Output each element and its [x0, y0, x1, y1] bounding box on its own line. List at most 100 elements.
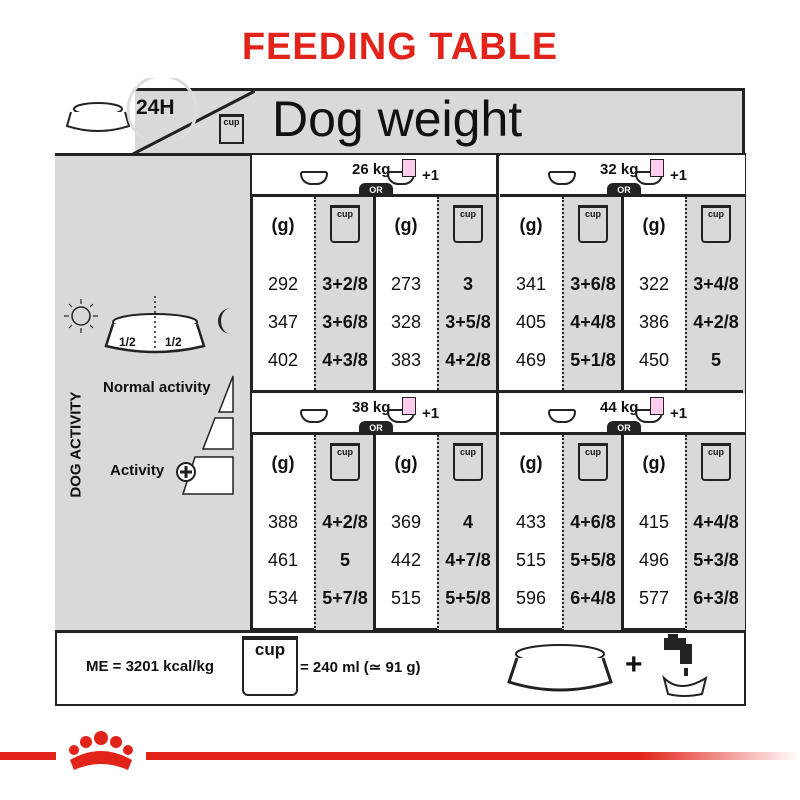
cups-value: 5+5/8 [445, 588, 491, 608]
mixed-food-bowl-icon [635, 409, 663, 423]
column-divider [621, 435, 624, 631]
grams-column: (g) 433 515 596 [500, 435, 562, 631]
cups-value: 3+4/8 [693, 274, 739, 294]
wet-pouch-icon [650, 159, 664, 177]
wet-pouch-icon [402, 397, 416, 415]
cup-icon: cup [330, 205, 360, 243]
mixed-food-bowl-icon [387, 171, 415, 185]
weight-header: 44 kg OR +1 [500, 393, 745, 435]
grams-column: (g) 369 442 515 [375, 435, 437, 631]
column-title: Dog weight [272, 91, 523, 147]
cup-icon: cup [330, 443, 360, 481]
grams-header: (g) [394, 453, 418, 473]
cup-icon: cup [453, 443, 483, 481]
food-bowl-icon [507, 644, 613, 692]
weight-label: 38 kg [352, 399, 391, 416]
cups-value: 4+2/8 [693, 312, 739, 332]
cups-column: cup 3 3+5/8 4+2/8 [437, 197, 497, 393]
mixed-feeding-column: (g) 415 496 577 cup 4+4/8 5+3/8 6+3/8 [623, 435, 745, 631]
cups-column: cup 3+4/8 4+2/8 5 [685, 197, 745, 393]
grams-value: 386 [638, 312, 670, 332]
cup-icon: cup [453, 205, 483, 243]
footer-panel [55, 630, 746, 706]
or-badge: OR [359, 421, 393, 435]
grams-value: 515 [515, 550, 547, 570]
cup-label: cup [254, 640, 286, 659]
weight-block: 32 kg OR +1 (g) 341 405 469 cup 3+6/8 4+4/8 5+1… [500, 155, 745, 393]
grams-value: 405 [515, 312, 547, 332]
dog-activity-label: DOG ACTIVITY [67, 391, 85, 498]
cups-value: 5+3/8 [693, 550, 739, 570]
cup-icon: cup [578, 443, 608, 481]
mixed-feeding-column: (g) 369 442 515 cup 4 4+7/8 5+5/8 [375, 435, 497, 631]
block-divider [496, 153, 499, 393]
left-panel: 1/2 1/2 DOG ACTIVITY Normal activity Act… [55, 153, 253, 631]
grams-header: (g) [519, 215, 543, 235]
cups-column: cup 4 4+7/8 5+5/8 [437, 435, 497, 631]
wet-pouch-icon [402, 159, 416, 177]
grams-column: (g) 292 347 402 [252, 197, 314, 393]
cups-column: cup 3+2/8 3+6/8 4+3/8 [314, 197, 374, 393]
cups-column: cup 4+6/8 5+5/8 6+4/8 [562, 435, 622, 631]
grams-value: 515 [390, 588, 422, 608]
grams-header: (g) [642, 215, 666, 235]
dry-food-bowl-icon [300, 171, 328, 185]
cups-value: 5+7/8 [322, 588, 368, 608]
grams-header: (g) [519, 453, 543, 473]
grams-value: 442 [390, 550, 422, 570]
water-tap-icon [662, 634, 708, 697]
cups-value: 4+4/8 [570, 312, 616, 332]
mixed-feeding-column: (g) 273 328 383 cup 3 3+5/8 4+2/8 [375, 197, 497, 393]
plus-one-label: +1 [422, 405, 440, 422]
page-title: FEEDING TABLE [241, 26, 559, 68]
cups-value: 4 [462, 512, 473, 532]
cup-equivalence: = 240 ml (≃ 91 g) [300, 659, 421, 676]
weight-header: 32 kg OR +1 [500, 155, 745, 197]
activity-level-icon [176, 375, 234, 495]
day-night-bowl-icon [64, 296, 231, 354]
column-divider [621, 197, 624, 393]
row-divider [500, 390, 743, 393]
grams-value: 322 [638, 274, 670, 294]
cup-icon: cup [701, 443, 731, 481]
cups-value: 3+2/8 [322, 274, 368, 294]
cups-value: 5 [710, 350, 721, 370]
half-right-label: 1/2 [165, 335, 182, 349]
grams-header: (g) [394, 215, 418, 235]
mixed-feeding-column: (g) 322 386 450 cup 3+4/8 4+2/8 5 [623, 197, 745, 393]
cup-icon: cup [242, 636, 298, 696]
cups-value: 4+2/8 [322, 512, 368, 532]
grams-value: 347 [267, 312, 299, 332]
dry-food-bowl-icon [300, 409, 328, 423]
cup-icon: cup [701, 205, 731, 243]
cups-value: 4+6/8 [570, 512, 616, 532]
cups-value: 5 [339, 550, 350, 570]
brand-stripe [0, 752, 800, 760]
dry-feeding-column: (g) 292 347 402 cup 3+2/8 3+6/8 4+3/8 [252, 197, 374, 393]
cups-value: 4+4/8 [693, 512, 739, 532]
cups-value: 6+4/8 [570, 588, 616, 608]
block-divider [496, 391, 499, 631]
or-badge: OR [607, 183, 641, 197]
cups-value: 4+7/8 [445, 550, 491, 570]
grams-value: 450 [638, 350, 670, 370]
row-divider [252, 390, 500, 393]
column-divider [373, 435, 376, 631]
mixed-food-bowl-icon [387, 409, 415, 423]
cups-value: 4+3/8 [322, 350, 368, 370]
dry-food-bowl-icon [548, 409, 576, 423]
weight-label: 26 kg [352, 161, 391, 178]
grams-value: 341 [515, 274, 547, 294]
plus-one-label: +1 [670, 167, 688, 184]
cups-value: 5+5/8 [570, 550, 616, 570]
grams-value: 433 [515, 512, 547, 532]
cup-icon: cup [578, 205, 608, 243]
cups-value: 5+1/8 [570, 350, 616, 370]
grams-column: (g) 322 386 450 [623, 197, 685, 393]
cups-value: 4+2/8 [445, 350, 491, 370]
cups-value: 3+6/8 [322, 312, 368, 332]
dry-feeding-column: (g) 341 405 469 cup 3+6/8 4+4/8 5+1/8 [500, 197, 622, 393]
grams-value: 496 [638, 550, 670, 570]
royal-canin-crown-logo [56, 731, 146, 778]
grams-header: (g) [271, 453, 295, 473]
